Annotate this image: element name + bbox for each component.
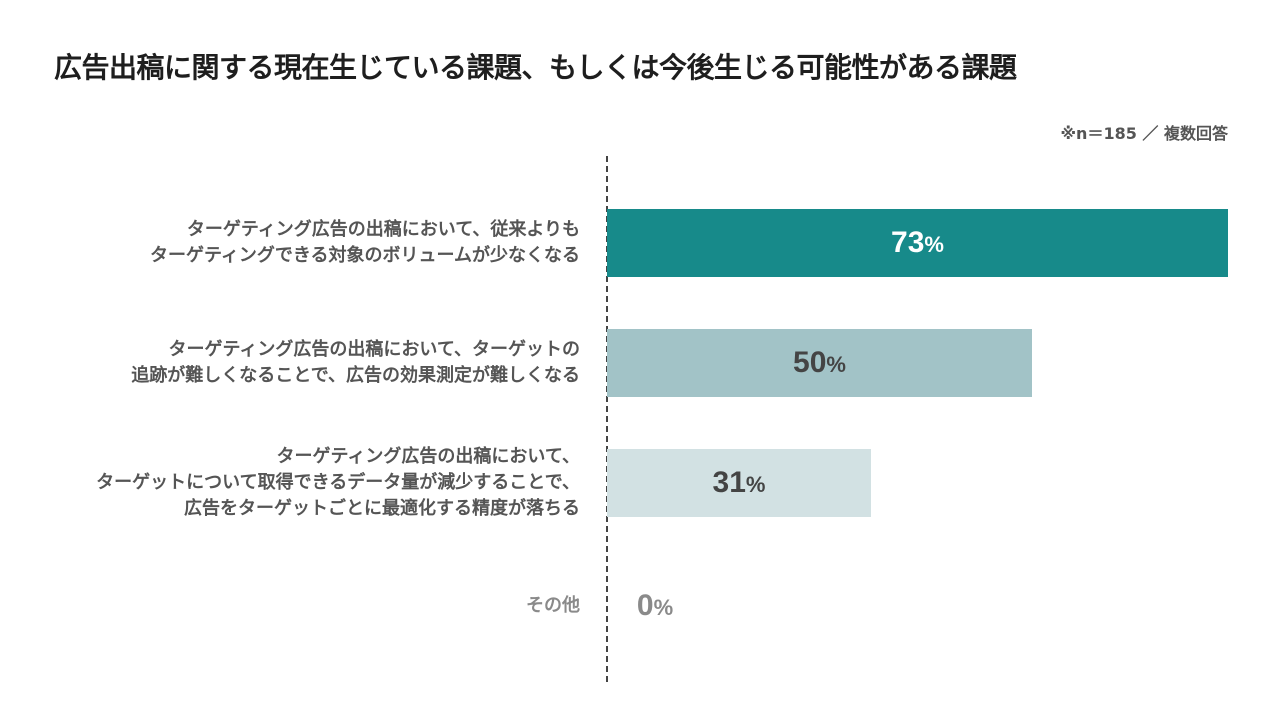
chart-title: 広告出稿に関する現在生じている課題、もしくは今後生じる可能性がある課題: [54, 51, 1017, 84]
category-label-line: ターゲティング広告の出稿において、ターゲットの: [168, 339, 580, 360]
value-label: 31%: [713, 466, 766, 500]
category-label-line: ターゲティング広告の出稿において、: [276, 446, 580, 467]
bar: [607, 329, 1032, 397]
value-number: 31: [712, 466, 746, 499]
category-label-line: ターゲットについて取得できるデータ量が減少することで、: [96, 472, 580, 493]
category-label: ターゲティング広告の出稿において、ターゲットについて取得できるデータ量が減少する…: [20, 444, 580, 522]
baseline-axis: [606, 156, 608, 682]
category-label-line: 広告をターゲットごとに最適化する精度が落ちる: [184, 498, 580, 519]
bar-row: その他 0%: [0, 572, 1280, 640]
sample-note: ※n＝185 ／ 複数回答: [1060, 124, 1229, 143]
value-number: 50: [793, 346, 827, 379]
value-unit: %: [653, 595, 674, 620]
category-label: その他: [20, 593, 580, 619]
value-unit: %: [745, 472, 766, 497]
value-label: 50%: [793, 346, 846, 380]
value-label: 73%: [891, 226, 944, 260]
value-label: 0%: [637, 589, 673, 623]
value-number: 73: [891, 226, 925, 259]
bar-row: ターゲティング広告の出稿において、ターゲットについて取得できるデータ量が減少する…: [0, 446, 1280, 519]
bar: [607, 209, 1228, 277]
bar-row: ターゲティング広告の出稿において、従来よりもターゲティングできる対象のボリューム…: [0, 209, 1280, 277]
category-label-line: ターゲティング広告の出稿において、従来よりも: [186, 219, 580, 240]
value-unit: %: [826, 352, 846, 377]
category-label-line: 追跡が難しくなることで、広告の効果測定が難しくなる: [131, 365, 580, 386]
value-number: 0: [636, 589, 654, 622]
value-unit: %: [924, 232, 944, 257]
category-label-line: その他: [526, 595, 580, 616]
category-label-line: ターゲティングできる対象のボリュームが少なくなる: [149, 245, 580, 266]
category-label: ターゲティング広告の出稿において、ターゲットの追跡が難しくなることで、広告の効果…: [20, 337, 580, 389]
bar: [607, 449, 871, 517]
category-label: ターゲティング広告の出稿において、従来よりもターゲティングできる対象のボリューム…: [20, 217, 580, 269]
bar-row: ターゲティング広告の出稿において、ターゲットの追跡が難しくなることで、広告の効果…: [0, 329, 1280, 397]
